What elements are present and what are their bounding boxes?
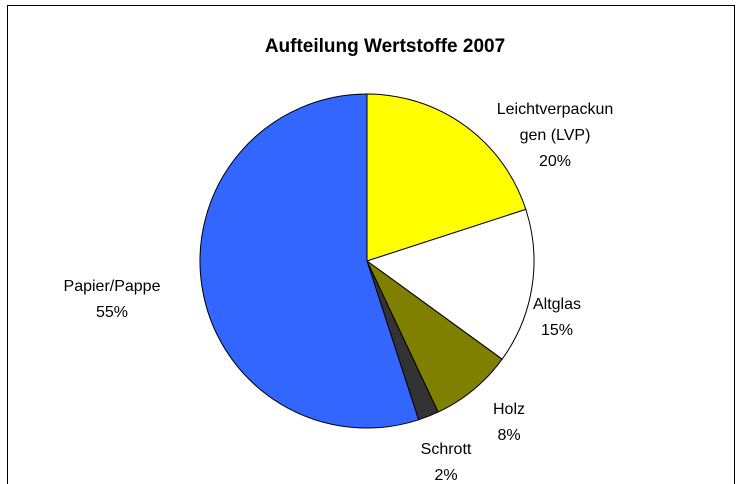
slice-label: Altglas 15%: [495, 292, 619, 344]
slice-label: Papier/Pappe 55%: [50, 274, 174, 326]
value-label: 15%: [540, 322, 574, 339]
pie-slice: [199, 93, 420, 429]
slice-label: Holz 8%: [447, 397, 571, 449]
category-label: Papier/Pappe: [63, 278, 161, 295]
value-label: 8%: [497, 427, 521, 444]
pie: [199, 93, 535, 429]
pie-slice: [365, 208, 535, 360]
category-label: Schrott: [420, 441, 472, 458]
value-label: 2%: [434, 467, 458, 484]
pie-slice: [366, 93, 527, 262]
slice-label: Schrott 2%: [384, 437, 508, 484]
category-label: Leichtverpackungen (LVP): [496, 101, 614, 144]
chart-title: Aufteilung Wertstoffe 2007: [265, 36, 505, 57]
slice-label: Leichtverpackungen (LVP) 20%: [493, 97, 617, 175]
value-label: 20%: [538, 153, 572, 170]
value-label: 55%: [95, 304, 129, 321]
category-label: Holz: [492, 401, 525, 418]
category-label: Altglas: [532, 296, 582, 313]
